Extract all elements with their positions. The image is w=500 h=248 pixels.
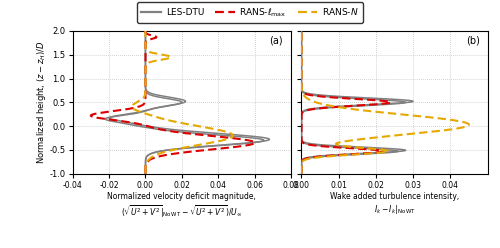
X-axis label: Normalized velocity deficit magnitude,
$(\sqrt{U^2+V^2}|_{\mathrm{No\,WT}} - \sq: Normalized velocity deficit magnitude, $… bbox=[108, 192, 256, 220]
Y-axis label: Normalized height, $(z - z_H)/D$: Normalized height, $(z - z_H)/D$ bbox=[35, 41, 48, 164]
Legend: LES-DTU, RANS-$\ell_{\mathrm{max}}$, RANS-$N$: LES-DTU, RANS-$\ell_{\mathrm{max}}$, RAN… bbox=[138, 2, 362, 23]
Text: (b): (b) bbox=[466, 35, 480, 45]
Text: (a): (a) bbox=[269, 35, 282, 45]
X-axis label: Wake added turbulence intensity,
$I_k - I_k|_{\mathrm{No\,WT}}$: Wake added turbulence intensity, $I_k - … bbox=[330, 192, 459, 216]
